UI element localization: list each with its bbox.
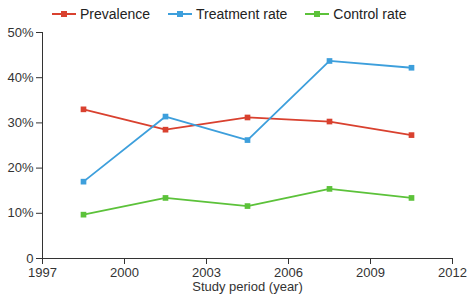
html-text:Treatment rate: Treatment rate (196, 6, 288, 22)
svg-text:Study period (year): Study period (year) (192, 279, 303, 294)
html-text:Prevalence: Prevalence (80, 6, 150, 22)
svg-text:0: 0 (26, 251, 33, 266)
svg-text:30%: 30% (7, 115, 33, 130)
svg-text:40%: 40% (7, 70, 33, 85)
svg-text:2012: 2012 (438, 265, 467, 280)
html-text:Control rate: Control rate (333, 6, 407, 22)
svg-text:2003: 2003 (192, 265, 221, 280)
svg-text:50%: 50% (7, 25, 33, 40)
svg-text:2009: 2009 (356, 265, 385, 280)
svg-text:2006: 2006 (274, 265, 303, 280)
svg-text:10%: 10% (7, 205, 33, 220)
svg-text:2000: 2000 (110, 265, 139, 280)
svg-text:1997: 1997 (28, 265, 57, 280)
svg-text:20%: 20% (7, 160, 33, 175)
